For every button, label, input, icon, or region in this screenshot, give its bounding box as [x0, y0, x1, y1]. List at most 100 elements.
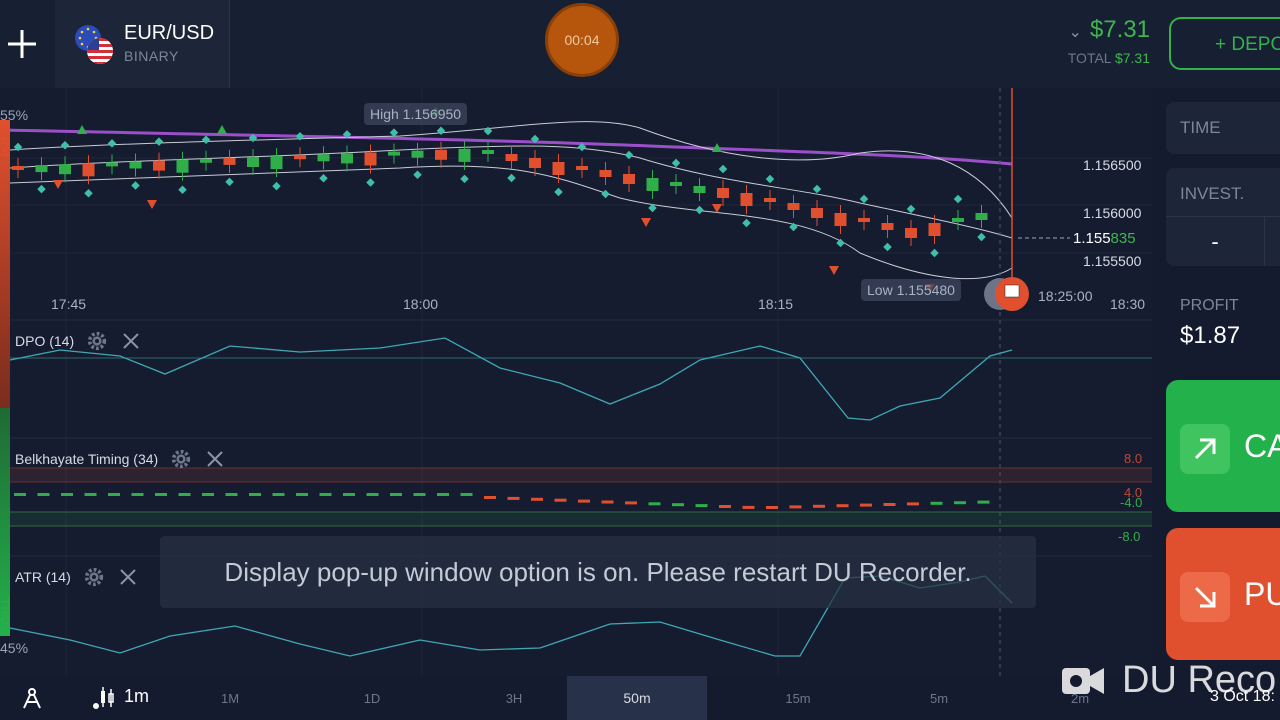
put-percent: 55% [0, 107, 29, 123]
dpo-name: DPO [15, 333, 46, 349]
balance-total-value: $7.31 [1114, 50, 1150, 66]
belkhayate-bar [883, 503, 896, 506]
candle-body [529, 158, 541, 168]
gear-icon[interactable] [170, 448, 192, 470]
candle-body [364, 152, 377, 166]
candle-body [411, 150, 424, 158]
belkhayate-bar [578, 499, 590, 503]
candle-body [294, 155, 306, 160]
envelope-dot [272, 181, 281, 191]
call-button[interactable]: CA [1166, 380, 1280, 512]
current-timeframe[interactable]: 1m [124, 686, 150, 706]
balance-amount: $7.31 [1089, 16, 1150, 43]
candle-body [435, 149, 447, 160]
envelope-dot [695, 205, 704, 215]
chart-type-icon[interactable] [92, 685, 120, 711]
envelope-dot [953, 194, 963, 204]
envelope-dot [977, 232, 986, 242]
timeframe-1M[interactable]: 1M [220, 690, 240, 706]
candle-body [223, 157, 236, 165]
belkhayate-level: -8.0 [1118, 529, 1141, 544]
candle-body [646, 178, 659, 191]
timeframe-1D[interactable]: 1D [363, 690, 381, 706]
dpo-pane [0, 337, 1152, 421]
candle-body [482, 150, 494, 154]
envelope-dot [930, 248, 939, 258]
timeframe-2m[interactable]: 2m [1070, 690, 1090, 706]
deposit-button[interactable]: + DEPO [1169, 17, 1280, 70]
belkhayate-lower-zone [0, 512, 1152, 526]
gear-icon[interactable] [83, 566, 105, 588]
recorder-toast: Display pop-up window option is on. Plea… [160, 536, 1036, 608]
envelope-dot [389, 128, 399, 137]
envelope-dot [836, 238, 845, 248]
belkhayate-bar [507, 496, 520, 500]
candle-body [717, 188, 729, 198]
drawing-tools-icon[interactable] [20, 686, 44, 710]
belkhayate-bar [977, 500, 990, 504]
belkhayate-bar [648, 502, 661, 506]
moving-average-line [0, 128, 1013, 166]
price-tick: 1.156500 [1083, 157, 1142, 173]
envelope-dot [178, 185, 187, 194]
candle-body [693, 186, 706, 193]
envelope-dot [483, 126, 493, 136]
belkhayate-bar [789, 505, 802, 509]
time-label: TIME [1180, 118, 1221, 137]
belkhayate-bar [860, 503, 872, 507]
gear-icon[interactable] [86, 330, 108, 352]
invest-divider-v [1264, 216, 1265, 266]
belkhayate-bar [907, 502, 919, 506]
put-button[interactable]: PU [1166, 528, 1280, 660]
profit-value: $1.87 [1180, 322, 1241, 349]
envelope-dot [154, 137, 164, 146]
candle-body [82, 163, 95, 177]
timeframe-15m[interactable]: 15m [785, 690, 811, 706]
belkhayate-bar [554, 498, 567, 502]
put-ratio-bar [0, 120, 10, 408]
belkhayate-bar [531, 497, 543, 501]
time-tick: 18:00 [403, 296, 439, 312]
timeframe-3H[interactable]: 3H [505, 690, 523, 706]
call-side-label: CALL [0, 597, 12, 625]
envelope-dot [671, 158, 681, 168]
timeframe-5m[interactable]: 5m [929, 690, 949, 706]
close-icon[interactable] [119, 568, 137, 586]
candle-body [764, 198, 776, 202]
belkhayate-name: Belkhayate Timing [15, 451, 130, 467]
candle-body [975, 213, 988, 220]
camera-icon [1062, 668, 1104, 694]
time-field[interactable]: TIME [1166, 102, 1280, 154]
belkhayate-bar [390, 493, 402, 496]
candle-body [599, 170, 612, 177]
candle-body [176, 159, 189, 173]
belkhayate-upper-zone [0, 468, 1152, 482]
timeframe-50m[interactable]: 50m [567, 676, 707, 720]
chart-canvas[interactable] [0, 88, 1152, 676]
close-icon[interactable] [206, 450, 224, 468]
envelope-dot [342, 130, 352, 139]
candle-body [317, 154, 330, 162]
candle-body [858, 218, 870, 222]
candle-body [35, 165, 48, 173]
balance[interactable]: ⌄ $7.31 TOTAL $7.31 [1068, 16, 1150, 66]
recorder-watermark: DU Reco [1060, 656, 1280, 704]
watermark-text: DU Reco [1122, 658, 1277, 701]
candle-body [270, 156, 283, 170]
invest-field[interactable]: INVEST. [1166, 168, 1280, 266]
asset-tab[interactable]: EUR/USD BINARY [55, 0, 230, 88]
bollinger-lower [9, 165, 1013, 280]
belkhayate-bar [225, 493, 238, 496]
fractal-up-arrow [712, 143, 722, 152]
envelope-dot [225, 177, 234, 187]
top-bar: EUR/USD BINARY 00:04 ⌄ $7.31 TOTAL $7.31 … [0, 0, 1280, 88]
candle-body [576, 166, 588, 170]
fractal-up-arrow [77, 125, 87, 134]
fractal-down-arrow [53, 180, 63, 189]
candle-body [834, 213, 847, 226]
add-asset-button[interactable] [0, 0, 44, 88]
close-icon[interactable] [122, 332, 140, 350]
decrease-invest-button[interactable]: - [1211, 229, 1219, 254]
belkhayate-bar [84, 493, 97, 496]
asset-name: EUR/USD [124, 22, 215, 44]
